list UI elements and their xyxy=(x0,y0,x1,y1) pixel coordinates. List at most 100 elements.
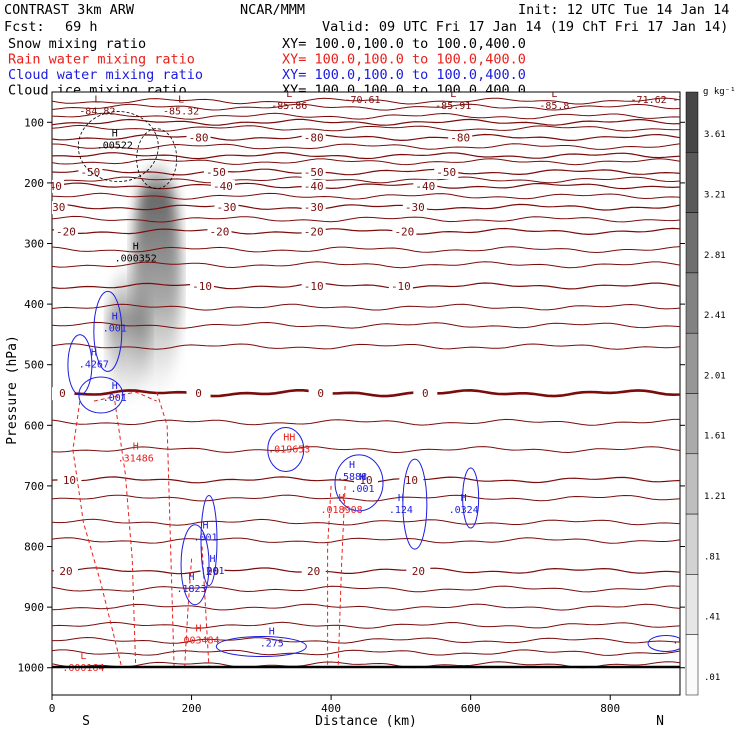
isotherm-label-bg xyxy=(392,225,417,239)
fcst-label: Fcst: xyxy=(4,19,45,35)
cloud-ice-contour xyxy=(77,111,159,182)
isotherm xyxy=(52,418,680,426)
isotherm xyxy=(52,518,680,526)
rain-contour xyxy=(93,391,157,402)
isotherm-label: -20 xyxy=(56,225,76,238)
isotherm-label-bg xyxy=(203,165,228,179)
colorbar-level: 1.61 xyxy=(704,432,726,442)
isotherm xyxy=(52,621,680,629)
isotherm-label: 10 xyxy=(405,474,418,487)
isotherm xyxy=(52,97,680,105)
isotherm xyxy=(52,603,680,611)
isotherm-label: -10 xyxy=(192,280,212,293)
cloud-water-contour xyxy=(647,634,680,652)
rain-contours xyxy=(72,391,346,668)
isotherm xyxy=(52,246,680,254)
colorbar-level: 2.81 xyxy=(704,251,726,261)
isotherm xyxy=(52,585,680,593)
colorbar-swatch xyxy=(685,91,699,153)
colorbar-swatch xyxy=(685,152,699,213)
isotherm-label-bg xyxy=(434,165,459,179)
isotherm-label: -10 xyxy=(391,280,411,293)
extremum-value: .001 xyxy=(103,393,127,404)
colorbar-level: 2.41 xyxy=(704,311,726,321)
x-tick-label: 0 xyxy=(49,702,56,715)
isotherm xyxy=(52,124,680,132)
cloud-ice-plume xyxy=(107,261,150,408)
isotherm-label: 20 xyxy=(59,565,72,578)
isotherm-label: -40 xyxy=(42,180,62,193)
isotherm-label-bg xyxy=(52,387,75,401)
isotherm-label: 20 xyxy=(412,565,425,578)
field-xy: XY= 100.0,100.0 to 100.0,400.0 xyxy=(282,36,526,52)
extremum-value: .000352 xyxy=(115,254,157,265)
cloud-water-contour xyxy=(267,427,305,473)
isotherm-label-bg xyxy=(301,165,326,179)
fcst-value: 69 h xyxy=(65,19,98,35)
isotherm-label-bg xyxy=(200,564,225,578)
isotherm-label: 20 xyxy=(307,565,320,578)
isotherm-label: -30 xyxy=(217,201,237,214)
field-name: Snow mixing ratio xyxy=(8,36,146,52)
extremum-type: H xyxy=(349,460,355,471)
cloud-ice-shading xyxy=(107,158,182,408)
colorbar-level: .41 xyxy=(704,613,720,623)
isotherm-label: 0 xyxy=(59,387,66,400)
isotherm-label-bg xyxy=(301,201,326,215)
y-tick-label: 200 xyxy=(24,177,44,190)
isotherm-label-bg xyxy=(406,564,431,578)
x-tick-label: 200 xyxy=(182,702,202,715)
isotherm-label: -30 xyxy=(304,201,324,214)
isotherm-label-bg xyxy=(301,225,326,239)
field-xy: XY= 100.0,100.0 to 100.0,400.0 xyxy=(282,52,526,68)
rain-contour xyxy=(201,546,210,668)
isotherm-label-bg xyxy=(52,179,64,193)
isotherm xyxy=(52,636,680,644)
colorbar-level: 2.01 xyxy=(704,371,726,381)
extremum-type: H xyxy=(202,520,208,531)
extremum-value: -85.86 xyxy=(271,101,307,112)
extremum-value: .0324 xyxy=(449,505,479,516)
isotherm-labeled xyxy=(52,227,680,236)
isotherm xyxy=(52,303,680,311)
extremum-value: .00807 xyxy=(672,635,708,646)
cloud-ice-contour xyxy=(136,128,178,190)
isotherm-label: 10 xyxy=(359,474,372,487)
colorbar-level: 3.21 xyxy=(704,191,726,201)
extremum-type: H xyxy=(112,381,118,392)
colorbar: 3.61 3.21 2.81 2.41 2.01 1.61 1.21 .81 .41 .01 xyxy=(685,91,726,696)
cloud-water-contour xyxy=(93,290,123,372)
x-tick-label: 400 xyxy=(321,702,341,715)
extremum-type: HH xyxy=(283,433,295,444)
colorbar-level: .81 xyxy=(704,552,720,562)
header: CONTRAST 3km ARW NCAR/MMM Init: 12 UTC T… xyxy=(4,2,729,99)
y-tick-label: 400 xyxy=(24,298,44,311)
init-time: Init: 12 UTC Tue 14 Jan 14 xyxy=(518,2,729,18)
colorbar-level: .01 xyxy=(704,673,720,683)
isotherm-labeled xyxy=(52,282,680,290)
x-end-label-south: S xyxy=(82,714,90,729)
extremum-type: H xyxy=(189,572,195,583)
isotherm xyxy=(52,215,680,223)
rain-contour xyxy=(72,401,123,668)
extremum-value: .4267 xyxy=(79,360,109,371)
y-axis-label: Pressure (hPa) xyxy=(5,335,20,445)
cloud-ice-contours xyxy=(77,111,178,190)
isotherm-labeled xyxy=(52,168,680,176)
rain-contour xyxy=(327,485,332,668)
extremum-type: H xyxy=(112,128,118,139)
extremum-type: H xyxy=(269,627,275,638)
isotherm-label: -50 xyxy=(206,166,226,179)
extremum-type: H xyxy=(461,493,467,504)
extremum-type: L xyxy=(359,83,365,94)
extremum-type: L xyxy=(286,89,292,100)
extremum-value: .018908 xyxy=(320,505,362,516)
isotherm-label: -50 xyxy=(304,166,324,179)
isotherm xyxy=(52,649,680,656)
isotherm xyxy=(52,446,680,454)
extremum-type: L xyxy=(551,89,557,100)
extremum-value: .00522 xyxy=(97,140,133,151)
y-tick-label: 800 xyxy=(24,541,44,554)
